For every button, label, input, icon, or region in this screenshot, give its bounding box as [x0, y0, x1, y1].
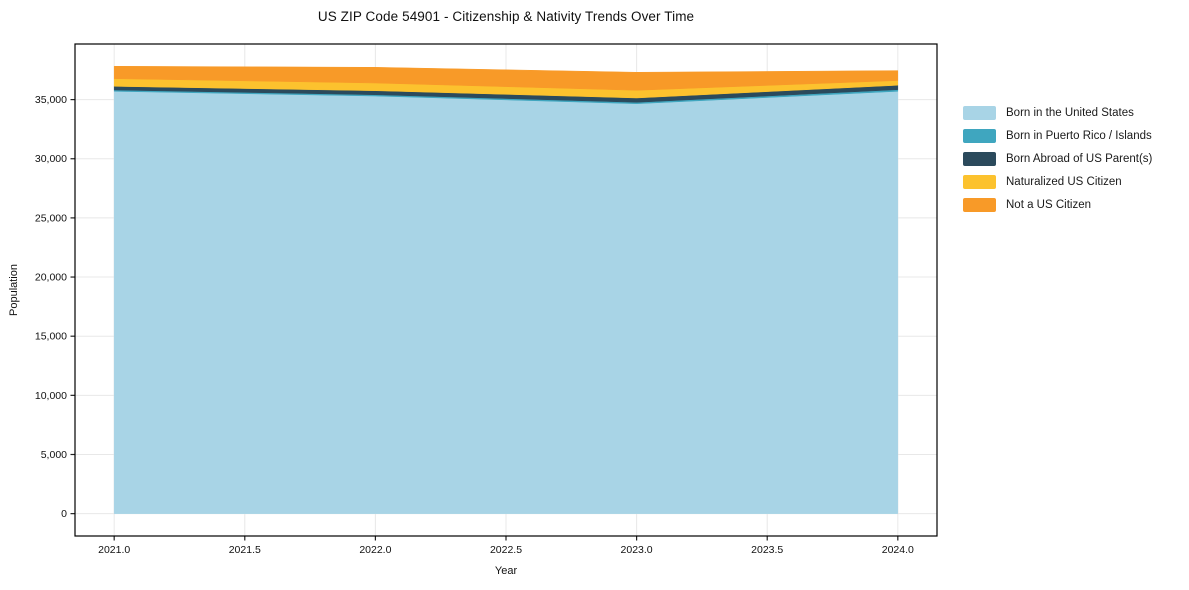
x-tick-label: 2021.0 [98, 544, 130, 556]
legend-swatch-born-in-puerto-rico-islands [963, 129, 996, 143]
legend-label-not-a-us-citizen: Not a US Citizen [1006, 199, 1092, 211]
y-tick-label: 30,000 [35, 153, 67, 165]
y-tick-label: 10,000 [35, 390, 67, 402]
chart-title: US ZIP Code 54901 - Citizenship & Nativi… [317, 9, 695, 24]
y-tick-label: 5,000 [41, 449, 67, 461]
legend-swatch-born-in-the-united-states [963, 106, 996, 120]
x-tick-label: 2023.0 [621, 544, 653, 556]
legend-label-naturalized-us-citizen: Naturalized US Citizen [1006, 176, 1122, 188]
legend-item-born-in-the-united-states: Born in the United States [963, 106, 1152, 120]
legend: Born in the United States Born in Puerto … [963, 106, 1152, 212]
legend-item-born-abroad-of-us-parent-s: Born Abroad of US Parent(s) [963, 152, 1152, 166]
legend-swatch-not-a-us-citizen [963, 198, 996, 212]
y-tick-label: 20,000 [35, 272, 67, 284]
legend-label-born-in-puerto-rico-islands: Born in Puerto Rico / Islands [1006, 130, 1152, 142]
x-tick-label: 2022.0 [359, 544, 391, 556]
area-not-a-us-citizen [113, 65, 899, 91]
x-tick-label: 2022.5 [490, 544, 522, 556]
y-axis-label: Population [8, 264, 20, 316]
x-tick-label: 2021.5 [229, 544, 261, 556]
legend-item-naturalized-us-citizen: Naturalized US Citizen [963, 175, 1152, 189]
area-born-in-the-united-states [113, 91, 899, 514]
plot-border [74, 43, 938, 537]
legend-item-born-in-puerto-rico-islands: Born in Puerto Rico / Islands [963, 129, 1152, 143]
y-tick-label: 35,000 [35, 94, 67, 106]
x-tick-label: 2024.0 [882, 544, 914, 556]
x-tick-label: 2023.5 [751, 544, 783, 556]
x-axis-label: Year [494, 565, 518, 577]
legend-swatch-naturalized-us-citizen [963, 175, 996, 189]
legend-item-not-a-us-citizen: Not a US Citizen [963, 198, 1152, 212]
legend-label-born-abroad-of-us-parent-s: Born Abroad of US Parent(s) [1006, 153, 1153, 165]
y-tick-label: 15,000 [35, 331, 67, 343]
legend-label-born-in-the-united-states: Born in the United States [1006, 107, 1134, 119]
y-tick-label: 25,000 [35, 212, 67, 224]
y-tick-label: 0 [61, 508, 67, 520]
legend-swatch-born-abroad-of-us-parent-s [963, 152, 996, 166]
